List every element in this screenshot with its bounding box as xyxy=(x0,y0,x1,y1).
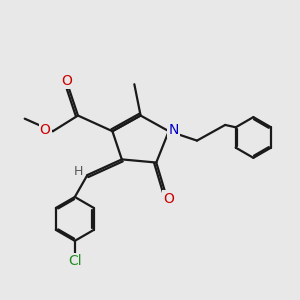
Text: O: O xyxy=(164,192,174,206)
Text: H: H xyxy=(73,165,83,178)
Text: O: O xyxy=(40,123,50,136)
Text: Cl: Cl xyxy=(68,254,82,268)
Text: O: O xyxy=(61,74,72,88)
Text: N: N xyxy=(168,123,179,136)
